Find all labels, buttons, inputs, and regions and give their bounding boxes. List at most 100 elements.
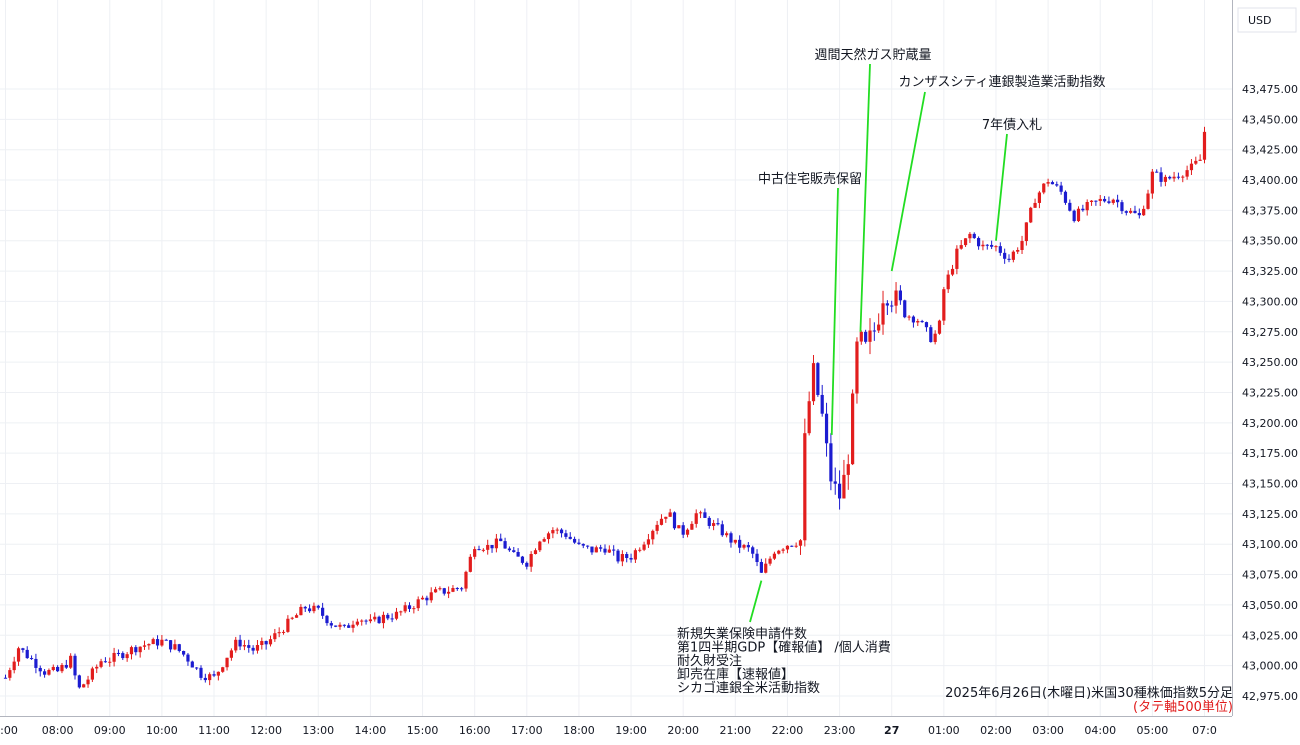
x-tick-label: 02:00 xyxy=(980,724,1012,737)
grid-lines xyxy=(0,0,1232,716)
candle-body xyxy=(542,539,546,542)
candle-body xyxy=(668,512,672,517)
candle-body xyxy=(586,545,590,547)
candle-body xyxy=(368,619,373,622)
candle-body xyxy=(60,664,64,672)
candle-body xyxy=(8,670,12,678)
candle-body xyxy=(890,305,894,307)
currency-label: USD xyxy=(1248,14,1272,27)
candle-body xyxy=(455,588,459,590)
y-tick-label: 43,025.00 xyxy=(1242,629,1298,642)
candle-body xyxy=(685,529,690,535)
candle-body xyxy=(790,545,794,547)
candle-body xyxy=(990,244,994,247)
candle-body xyxy=(360,620,364,622)
candle-body xyxy=(546,533,551,540)
x-tick-label: 15:00 xyxy=(407,724,439,737)
candle-body xyxy=(268,639,273,645)
candle-body xyxy=(968,233,972,239)
candle-body xyxy=(377,616,381,624)
candle-body xyxy=(711,523,716,526)
candle-body xyxy=(664,516,668,519)
candle-body xyxy=(1133,210,1137,214)
candle-body xyxy=(1033,202,1037,208)
candle-body xyxy=(751,547,755,554)
x-tick-label: 12:00 xyxy=(250,724,282,737)
candle-body xyxy=(1046,182,1050,184)
candle-body xyxy=(959,245,963,249)
candle-body xyxy=(781,549,785,551)
candle-body xyxy=(1168,176,1172,179)
x-tick-label: 7:00 xyxy=(0,724,18,737)
currency-box xyxy=(1237,7,1297,33)
candle-body xyxy=(994,246,998,248)
candle-body xyxy=(559,529,564,534)
candle-body xyxy=(251,647,255,651)
candle-body xyxy=(29,658,34,660)
candle-body xyxy=(477,549,481,551)
annotation-label: カンザスシティ連銀製造業活動指数 xyxy=(898,74,1105,90)
annotation-label: シカゴ連銀全米活動指数 xyxy=(677,680,820,696)
y-tick-label: 43,100.00 xyxy=(1242,538,1298,551)
candle-body xyxy=(816,363,820,395)
candle-body xyxy=(1059,185,1063,192)
candle-body xyxy=(51,666,55,671)
candle-body xyxy=(238,639,242,647)
candle-body xyxy=(568,536,572,539)
candle-body xyxy=(1016,249,1020,252)
candle-body xyxy=(116,652,121,654)
candle-body xyxy=(551,530,555,534)
candle-body xyxy=(946,274,950,290)
x-tick-label: 27 xyxy=(884,724,899,737)
candle-body xyxy=(112,652,116,662)
y-axis: 42,975.00 43,000.00 43,025.00 43,050.00 43,0… xyxy=(1232,0,1298,716)
candle-body xyxy=(976,238,981,247)
candle-body xyxy=(555,529,559,531)
candle-body xyxy=(273,633,277,640)
candle-body xyxy=(460,588,464,590)
candle-body xyxy=(1155,171,1159,173)
x-tick-label: 17:00 xyxy=(511,724,543,737)
candle-body xyxy=(655,524,659,531)
x-tick-label: 04:00 xyxy=(1084,724,1116,737)
x-tick-label: 13:00 xyxy=(302,724,334,737)
candle-body xyxy=(612,549,616,551)
candle-body xyxy=(69,655,73,668)
candle-body xyxy=(577,542,581,544)
candle-body xyxy=(155,639,160,646)
candle-body xyxy=(260,641,264,646)
candle-body xyxy=(1137,213,1141,216)
candle-body xyxy=(877,324,881,331)
annotation-label: 耐久財受注 xyxy=(677,654,742,669)
candle-body xyxy=(403,605,407,612)
candle-body xyxy=(898,290,902,301)
candle-body xyxy=(338,624,342,627)
candle-body xyxy=(364,620,368,622)
candle-body xyxy=(208,674,212,681)
candle-body xyxy=(1007,258,1011,260)
candle-body xyxy=(725,533,729,536)
candle-body xyxy=(1050,182,1055,185)
candle-body xyxy=(933,333,937,343)
candle-body xyxy=(173,644,177,650)
candle-body xyxy=(1055,184,1059,186)
candle-body xyxy=(351,624,355,628)
candle-body xyxy=(182,650,186,655)
y-tick-label: 43,175.00 xyxy=(1242,447,1298,460)
candle-body xyxy=(1094,200,1098,202)
candle-body xyxy=(1111,199,1115,203)
candle-body xyxy=(1042,183,1046,193)
candle-body xyxy=(755,553,759,563)
annotation-label: 中古住宅販売保留 xyxy=(758,171,862,187)
x-tick-label: 14:00 xyxy=(355,724,387,737)
y-tick-label: 43,125.00 xyxy=(1242,508,1298,521)
candle-body xyxy=(247,645,251,648)
candle-body xyxy=(981,244,985,247)
candle-body xyxy=(138,646,142,653)
y-tick-label: 43,225.00 xyxy=(1242,386,1298,399)
candle-body xyxy=(794,545,798,547)
candle-body xyxy=(998,246,1002,253)
candle-body xyxy=(490,544,494,549)
